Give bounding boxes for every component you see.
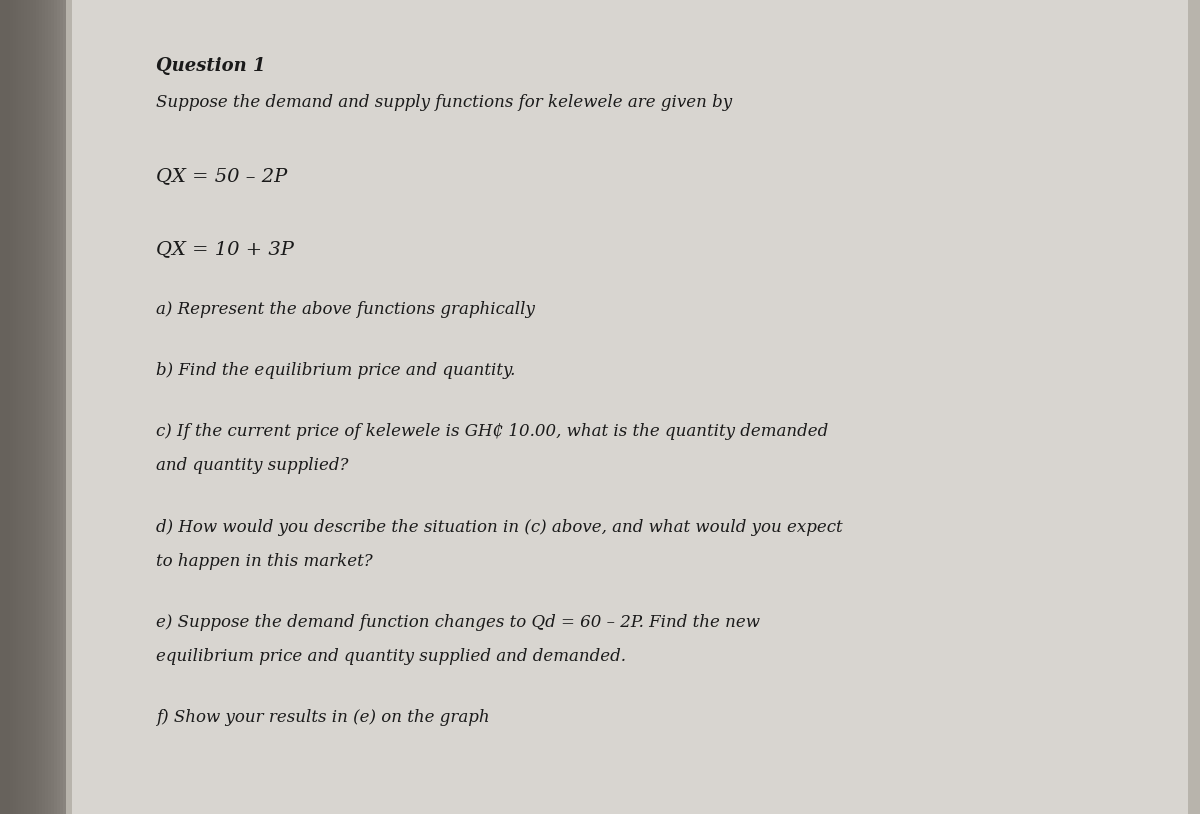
Text: QX = 50 – 2P: QX = 50 – 2P bbox=[156, 167, 287, 185]
Text: a) Represent the above functions graphically: a) Represent the above functions graphic… bbox=[156, 301, 535, 318]
Text: Suppose the demand and supply functions for kelewele are given by: Suppose the demand and supply functions … bbox=[156, 94, 732, 111]
Text: d) How would you describe the situation in (c) above, and what would you expect: d) How would you describe the situation … bbox=[156, 519, 842, 536]
Bar bbox=[0, 0, 34, 814]
Bar bbox=[0, 0, 54, 814]
Bar bbox=[0, 0, 42, 814]
Bar bbox=[0, 0, 28, 814]
Bar bbox=[0, 0, 66, 814]
Bar bbox=[0, 0, 58, 814]
Text: e) Suppose the demand function changes to Qd = 60 – 2P. Find the new: e) Suppose the demand function changes t… bbox=[156, 614, 760, 631]
Bar bbox=[0, 0, 18, 814]
Text: and quantity supplied?: and quantity supplied? bbox=[156, 457, 348, 475]
Bar bbox=[0, 0, 64, 814]
Bar bbox=[0, 0, 30, 814]
Text: b) Find the equilibrium price and quantity.: b) Find the equilibrium price and quanti… bbox=[156, 362, 515, 379]
Text: QX = 10 + 3P: QX = 10 + 3P bbox=[156, 240, 294, 258]
Bar bbox=[0, 0, 10, 814]
Bar bbox=[0, 0, 16, 814]
Bar bbox=[0, 0, 48, 814]
Text: f) Show your results in (e) on the graph: f) Show your results in (e) on the graph bbox=[156, 709, 490, 726]
Text: Question 1: Question 1 bbox=[156, 57, 265, 75]
Bar bbox=[0, 0, 24, 814]
Bar bbox=[0, 0, 40, 814]
Text: equilibrium price and quantity supplied and demanded.: equilibrium price and quantity supplied … bbox=[156, 648, 626, 665]
Bar bbox=[0, 0, 52, 814]
Bar bbox=[0, 0, 22, 814]
Bar bbox=[0, 0, 66, 814]
Bar bbox=[0, 0, 36, 814]
Bar bbox=[0, 0, 60, 814]
Bar bbox=[0, 0, 46, 814]
Text: to happen in this market?: to happen in this market? bbox=[156, 553, 373, 570]
Text: c) If the current price of kelewele is GH₵ 10.00, what is the quantity demanded: c) If the current price of kelewele is G… bbox=[156, 423, 828, 440]
Bar bbox=[0, 0, 12, 814]
